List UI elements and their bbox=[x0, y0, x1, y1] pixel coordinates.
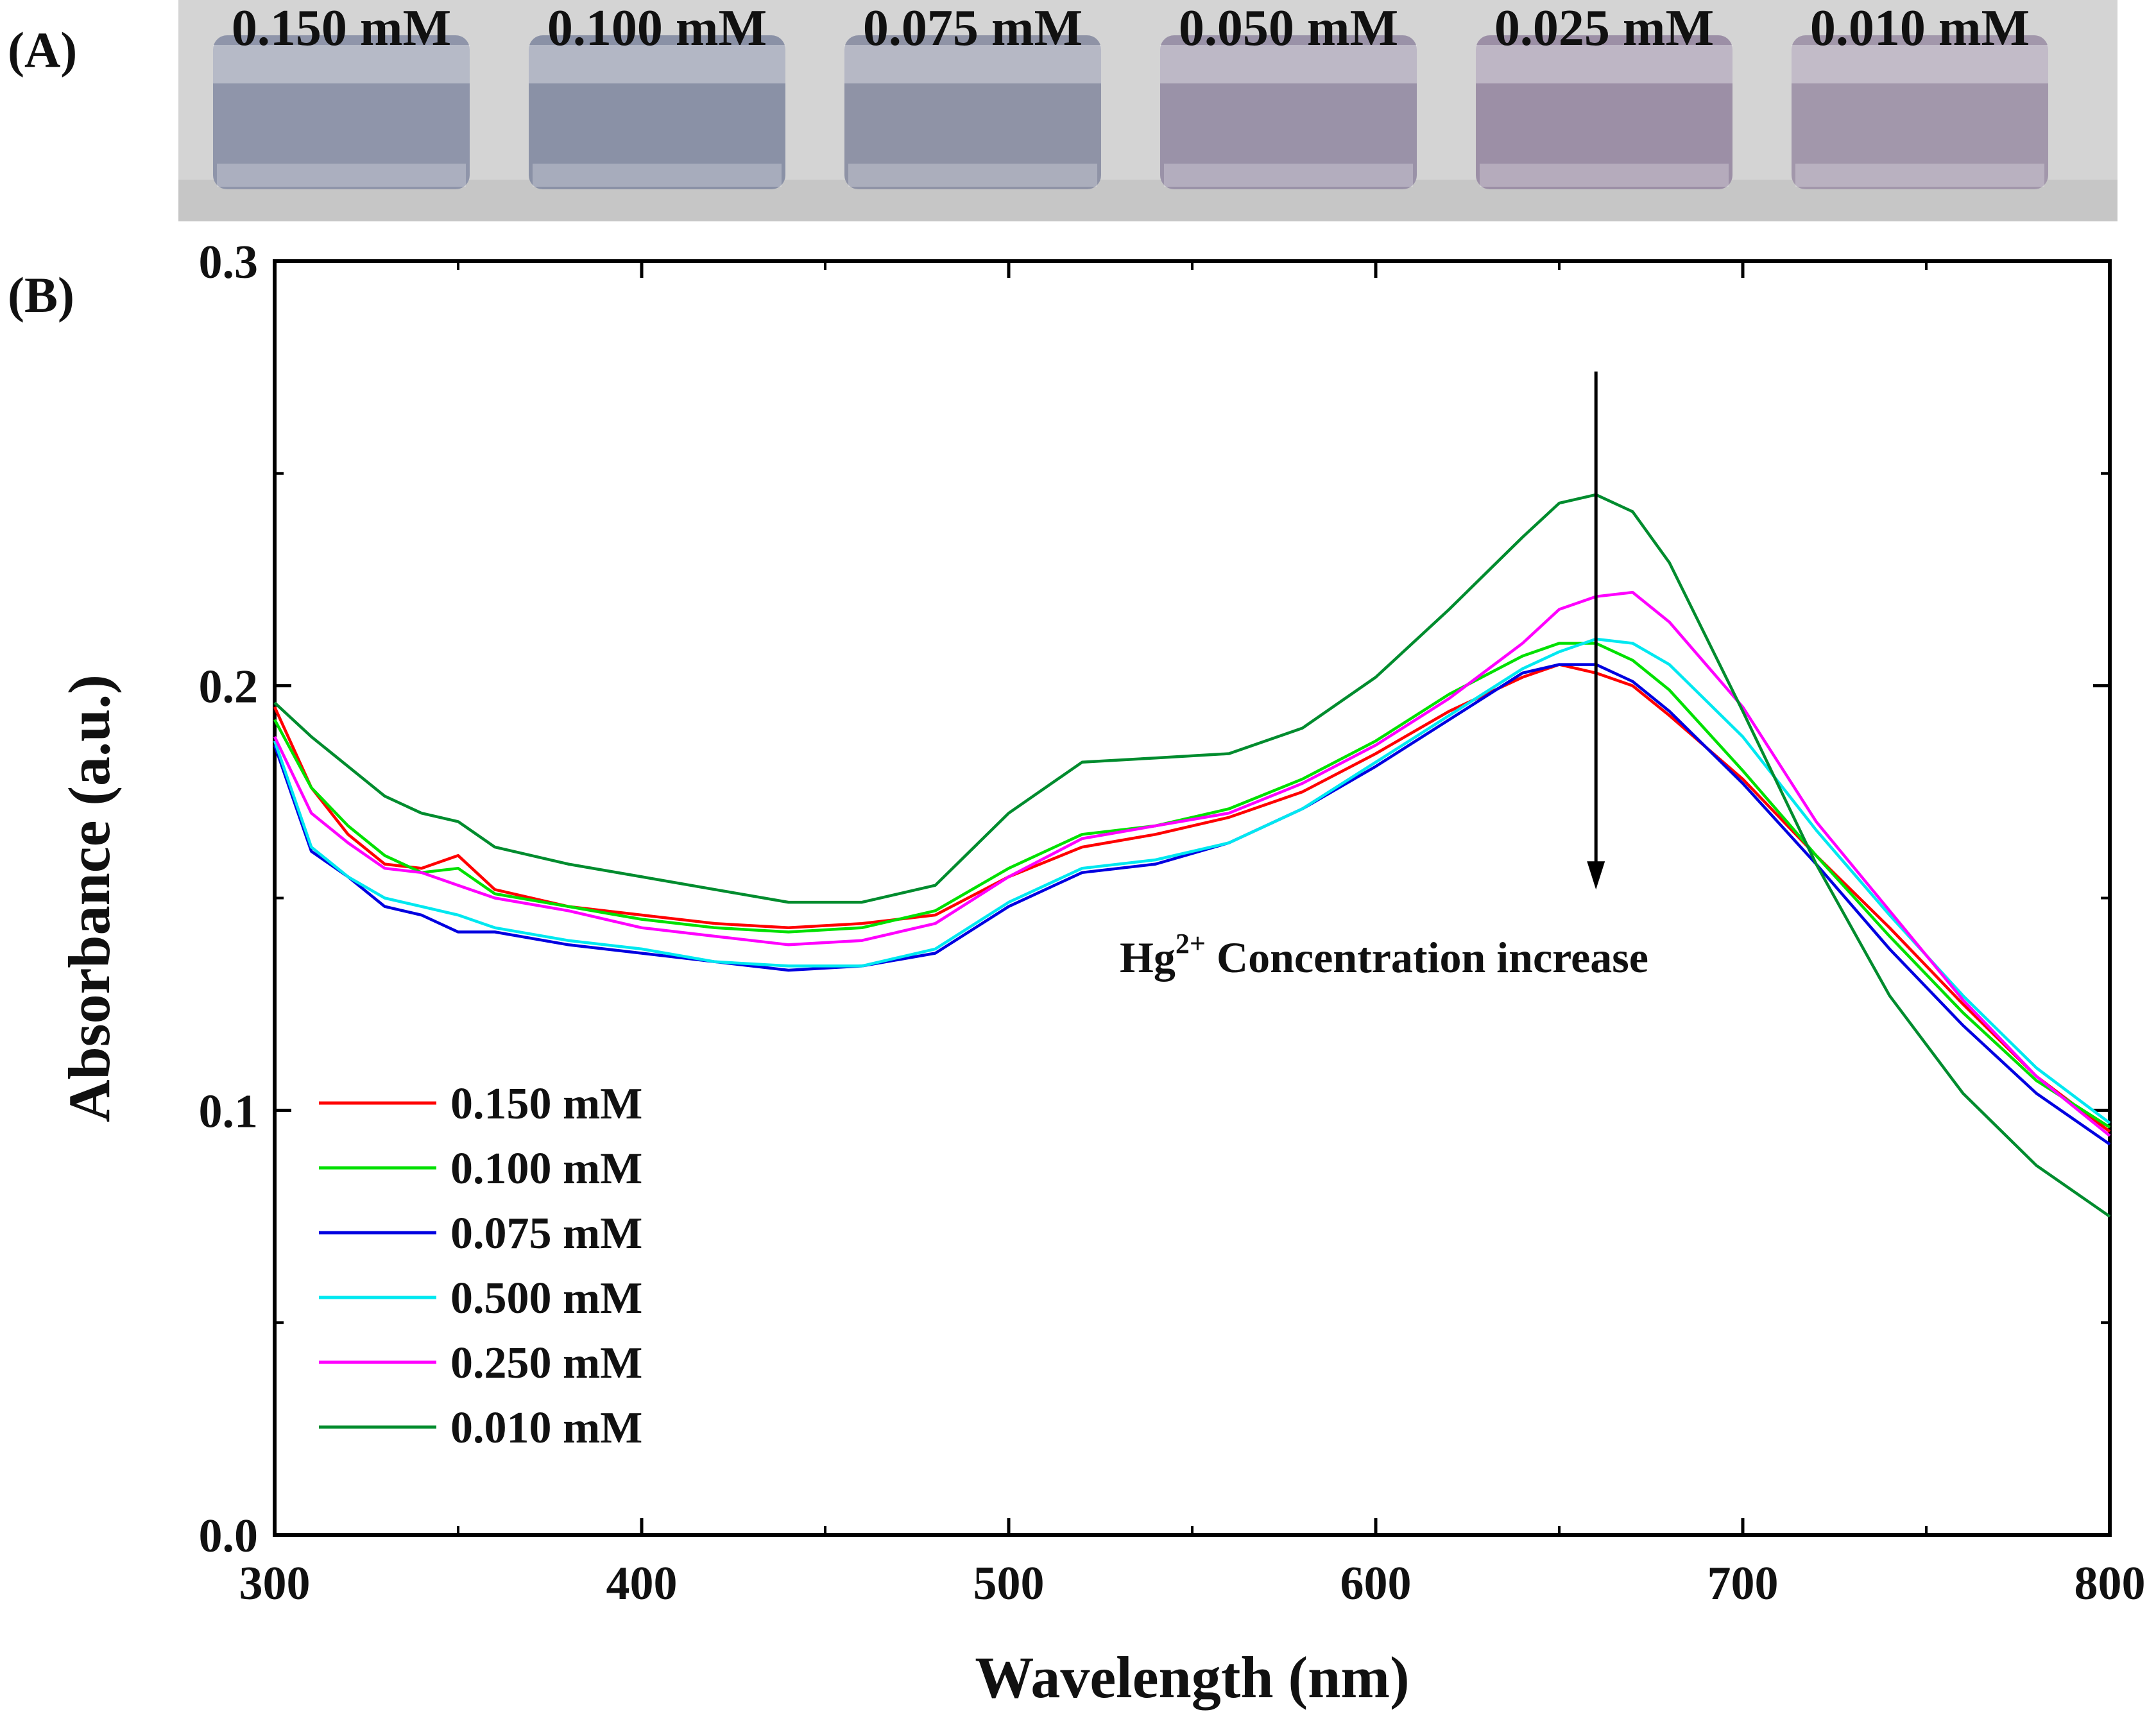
vial: 0.025 mM bbox=[1476, 0, 1733, 189]
vial-meniscus bbox=[1160, 45, 1417, 83]
x-tick-label: 400 bbox=[606, 1557, 678, 1610]
vial-base bbox=[848, 164, 1097, 187]
legend: 0.150 mM 0.100 mM 0.075 mM 0.500 mM 0.250 mM… bbox=[319, 1079, 642, 1453]
vial-label: 0.075 mM bbox=[863, 0, 1082, 56]
series-lines bbox=[273, 493, 2111, 1218]
y-tick-label: 0.2 bbox=[199, 661, 259, 714]
y-tick-label: 0.3 bbox=[199, 236, 259, 289]
annotation-prefix: Hg bbox=[1120, 933, 1176, 982]
panel-a-photo: (A) 0.150 mM 0.100 mM 0.075 mM 0.050 mM 0.02… bbox=[8, 0, 2118, 221]
legend-label: 0.075 mM bbox=[450, 1209, 642, 1258]
annotation-superscript: 2+ bbox=[1176, 928, 1206, 959]
legend-label: 0.010 mM bbox=[450, 1403, 642, 1453]
x-tick-label: 800 bbox=[2075, 1557, 2146, 1610]
series-line bbox=[273, 493, 2111, 1218]
legend-label: 0.500 mM bbox=[450, 1274, 642, 1323]
vial-meniscus bbox=[213, 45, 470, 83]
vials-group: 0.150 mM 0.100 mM 0.075 mM 0.050 mM 0.025 mM… bbox=[213, 0, 2048, 189]
vial-label: 0.050 mM bbox=[1179, 0, 1398, 56]
vial-body bbox=[529, 35, 785, 189]
annotation-arrowhead bbox=[1587, 861, 1605, 890]
legend-entry: 0.250 mM bbox=[319, 1339, 642, 1388]
vial-body bbox=[213, 35, 470, 189]
series-line bbox=[273, 663, 2111, 1146]
vial-label: 0.010 mM bbox=[1810, 0, 2030, 56]
photo-bench bbox=[178, 180, 2118, 221]
y-tick-label: 0.1 bbox=[199, 1085, 259, 1138]
vial-meniscus bbox=[844, 45, 1101, 83]
legend-entry: 0.500 mM bbox=[319, 1274, 642, 1323]
x-axis-title: Wavelength (nm) bbox=[975, 1645, 1409, 1710]
x-tick-label: 600 bbox=[1340, 1557, 1412, 1610]
x-tick-label: 300 bbox=[239, 1557, 311, 1610]
legend-entry: 0.100 mM bbox=[319, 1144, 642, 1194]
y-axis-title: Absorbance (a.u.) bbox=[56, 674, 122, 1122]
vial: 0.150 mM bbox=[213, 0, 470, 189]
vial: 0.075 mM bbox=[844, 0, 1101, 189]
legend-label: 0.150 mM bbox=[450, 1079, 642, 1129]
annotation: Hg2+ Concentration increase bbox=[1120, 372, 1648, 982]
vial-label: 0.100 mM bbox=[547, 0, 767, 56]
vial-base bbox=[1164, 164, 1413, 187]
legend-entry: 0.010 mM bbox=[319, 1403, 642, 1453]
annotation-suffix: Concentration increase bbox=[1206, 933, 1648, 982]
y-tick-label: 0.0 bbox=[199, 1510, 259, 1562]
legend-entry: 0.150 mM bbox=[319, 1079, 642, 1129]
vial-label: 0.150 mM bbox=[232, 0, 451, 56]
series-line bbox=[273, 637, 2111, 1124]
panel-b-label: (B) bbox=[8, 267, 74, 323]
vial-meniscus bbox=[1792, 45, 2048, 83]
vial-body bbox=[1160, 35, 1417, 189]
vial-base bbox=[1480, 164, 1729, 187]
series-line bbox=[273, 663, 2111, 1133]
vial-base bbox=[1795, 164, 2044, 187]
vial-body bbox=[844, 35, 1101, 189]
annotation-text: Hg2+ Concentration increase bbox=[1120, 928, 1648, 982]
vial-meniscus bbox=[1476, 45, 1733, 83]
vial: 0.010 mM bbox=[1792, 0, 2048, 189]
vial-body bbox=[1476, 35, 1733, 189]
vial-body bbox=[1792, 35, 2048, 189]
vial-meniscus bbox=[529, 45, 785, 83]
x-tick-label: 500 bbox=[973, 1557, 1045, 1610]
legend-label: 0.250 mM bbox=[450, 1339, 642, 1388]
axis-ticks: 300 400 500 600 700 800 0.0 0.1 0.2 0.3 bbox=[199, 236, 2146, 1610]
legend-entry: 0.075 mM bbox=[319, 1209, 642, 1258]
x-tick-label: 700 bbox=[1707, 1557, 1779, 1610]
vial-label: 0.025 mM bbox=[1494, 0, 1714, 56]
vial-base bbox=[217, 164, 466, 187]
vial-base bbox=[533, 164, 782, 187]
panel-a-label: (A) bbox=[8, 22, 77, 78]
vial: 0.100 mM bbox=[529, 0, 785, 189]
legend-label: 0.100 mM bbox=[450, 1144, 642, 1194]
series-line bbox=[273, 590, 2111, 1137]
absorbance-chart: 300 400 500 600 700 800 0.0 0.1 0.2 0.3 Hg2+ Conc… bbox=[56, 236, 2146, 1710]
vial: 0.050 mM bbox=[1160, 0, 1417, 189]
